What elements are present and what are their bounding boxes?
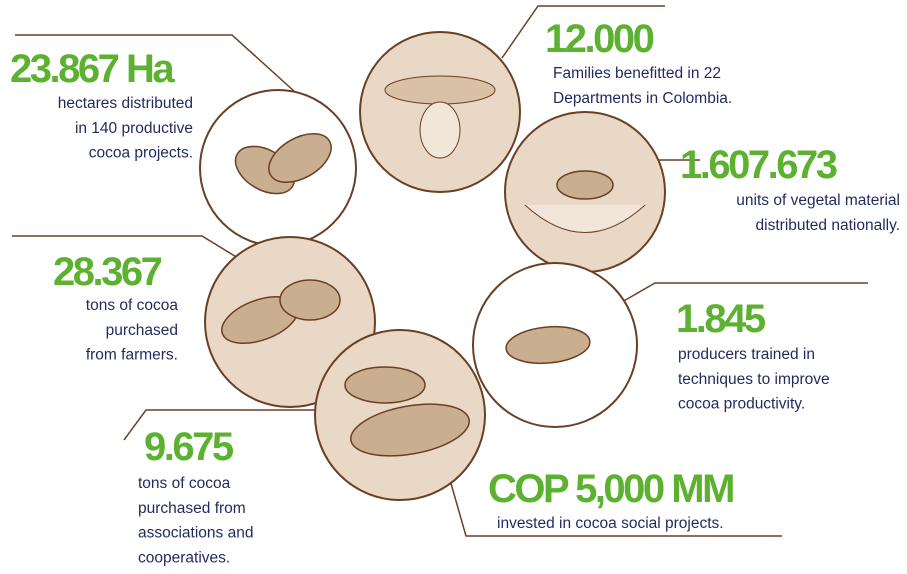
stat-description: invested in cocoa social projects. [497,515,724,532]
stat-value: 28.367 [53,250,162,294]
pod [268,132,332,184]
stat-description: purchased from [138,500,246,517]
stat-value: 1.607.673 [680,143,837,187]
stat-description: hectares distributed [58,95,193,112]
pod [556,170,614,200]
stat-description: from farmers. [86,347,178,364]
stat-description: tons of cocoa [86,297,179,314]
stat-description: tons of cocoa [138,475,231,492]
hands [524,204,646,233]
stat-description: Families benefitted in 22 [553,65,721,82]
pod [350,403,470,457]
face [419,101,461,159]
stat-description: cocoa productivity. [678,396,805,413]
connector [501,5,665,59]
stat-description: cocoa projects. [89,145,193,162]
connector [12,235,239,259]
stat-description: distributed nationally. [756,217,900,234]
stat-value: COP 5,000 MM [488,467,733,511]
connector [621,282,868,303]
stat-value: 12.000 [545,17,654,61]
stat-value: 1.845 [676,297,766,341]
pod [279,279,341,321]
connector [449,479,782,537]
connector [123,409,318,441]
connector [15,34,296,93]
stat-value: 9.675 [144,425,234,469]
stat-description: producers trained in [678,346,815,363]
stat-description: purchased [106,322,178,339]
pod [505,325,591,365]
stat-description: associations and [138,525,253,542]
illustrations [199,31,666,501]
stat-description: Departments in Colombia. [553,90,732,107]
stat-description: cooperatives. [138,549,230,566]
stat-description: units of vegetal material [736,192,900,209]
stat-description: in 140 productive [75,120,193,137]
hat [384,75,496,105]
stat-description: techniques to improve [678,371,830,388]
connectors [12,5,868,537]
stat-value: 23.867 Ha [10,47,175,91]
pod [344,366,426,404]
